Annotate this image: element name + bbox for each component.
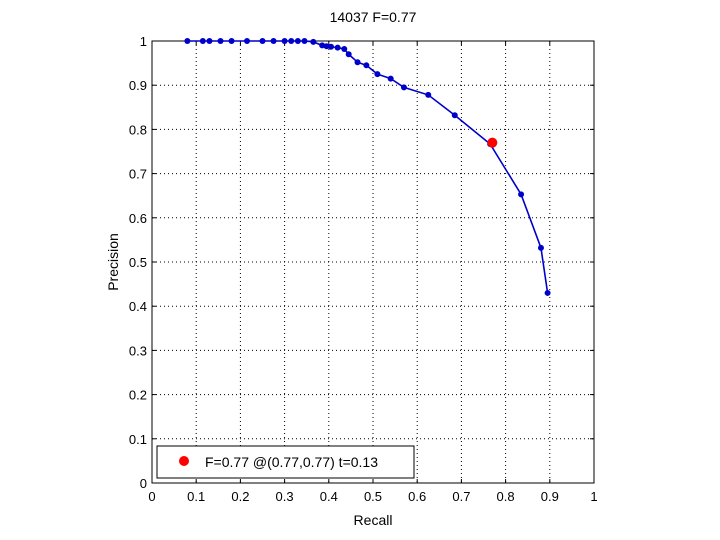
y-tick-label: 0.7 <box>129 167 147 182</box>
y-tick-label: 0.4 <box>129 299 147 314</box>
data-point <box>184 38 191 44</box>
legend: F=0.77 @(0.77,0.77) t=0.13 <box>156 445 415 479</box>
data-point <box>294 38 301 44</box>
x-tick-label: 1 <box>590 489 597 504</box>
data-point <box>301 38 308 44</box>
data-point <box>288 38 295 44</box>
x-tick-label: 0.2 <box>231 489 249 504</box>
data-point <box>387 75 394 82</box>
data-point <box>354 59 361 66</box>
data-point <box>341 45 348 52</box>
data-point <box>425 91 432 98</box>
x-axis-label: Recall <box>354 512 393 528</box>
y-tick-label: 0.6 <box>129 211 147 226</box>
best-f-point <box>487 137 498 148</box>
x-tick-label: 0.9 <box>541 489 559 504</box>
legend-text: F=0.77 @(0.77,0.77) t=0.13 <box>205 454 378 470</box>
y-tick-label: 0.2 <box>129 388 147 403</box>
y-tick-label: 0.1 <box>129 432 147 447</box>
legend-marker <box>179 456 189 466</box>
data-point <box>518 191 525 198</box>
x-tick-label: 0.5 <box>364 489 382 504</box>
data-point <box>244 38 251 44</box>
y-tick-label: 1 <box>140 34 147 49</box>
x-tick-label: 0.4 <box>320 489 338 504</box>
data-point <box>400 84 407 91</box>
x-tick-label: 0.3 <box>276 489 294 504</box>
x-tick-label: 0.7 <box>452 489 470 504</box>
data-point <box>328 43 335 50</box>
data-point <box>270 38 277 44</box>
y-tick-label: 0.5 <box>129 255 147 270</box>
data-point <box>374 71 381 78</box>
data-point <box>310 38 317 45</box>
y-tick-label: 0.9 <box>129 78 147 93</box>
data-point <box>334 44 341 51</box>
x-tick-label: 0.8 <box>497 489 515 504</box>
y-tick-label: 0.3 <box>129 343 147 358</box>
y-tick-label: 0 <box>140 476 147 491</box>
grid-lines <box>152 41 594 483</box>
x-tick-label: 0.1 <box>187 489 205 504</box>
data-point <box>345 51 352 58</box>
series-layer <box>184 38 551 296</box>
x-tick-label: 0 <box>148 489 155 504</box>
data-point <box>259 38 266 44</box>
legend-box <box>156 445 415 479</box>
y-axis-label: Precision <box>105 233 121 291</box>
x-tick-label: 0.6 <box>408 489 426 504</box>
data-point <box>217 38 224 44</box>
data-point <box>537 244 544 251</box>
y-tick-label: 0.8 <box>129 122 147 137</box>
data-point <box>199 38 206 44</box>
data-point <box>451 112 458 119</box>
data-point <box>363 62 370 69</box>
data-point <box>544 289 551 296</box>
data-point <box>228 38 235 44</box>
chart-title: 14037 F=0.77 <box>330 9 417 25</box>
data-point <box>206 38 213 44</box>
data-point <box>281 38 288 44</box>
axis-ticks: 0 0.1 0.2 0.3 0.4 0.5 0.6 0.7 0.8 0.9 1 0 0.1 0.2 0.3 0… <box>129 34 598 504</box>
data-point <box>323 43 330 50</box>
